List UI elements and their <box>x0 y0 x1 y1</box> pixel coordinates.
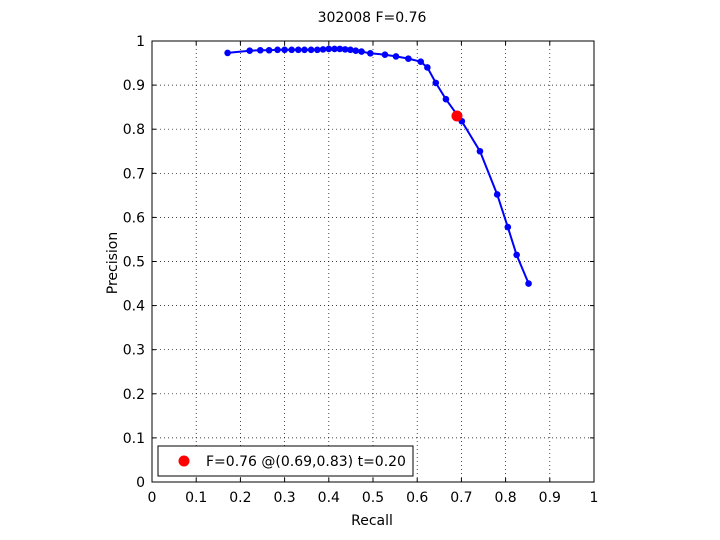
series-point <box>381 51 389 58</box>
series-point <box>405 55 412 62</box>
series-point <box>256 46 264 54</box>
series-point <box>301 46 308 54</box>
x-tick-label: 0.8 <box>494 490 516 506</box>
series-point <box>331 45 338 53</box>
grid-lines <box>152 41 594 482</box>
series-point <box>281 46 288 54</box>
series-point <box>358 48 365 55</box>
series-point <box>367 50 374 57</box>
series-point <box>265 46 273 54</box>
y-tick-label: 0.4 <box>123 299 145 315</box>
y-tick-label: 1 <box>136 34 145 50</box>
x-tick-label: 0.9 <box>539 490 561 506</box>
y-axis-title: Precision <box>105 232 121 294</box>
series-point <box>336 45 344 53</box>
y-tick-label: 0.6 <box>123 210 145 226</box>
series-point <box>325 45 333 53</box>
series-point <box>246 47 253 55</box>
series-group <box>224 45 532 287</box>
legend: F=0.76 @(0.69,0.83) t=0.20 <box>157 445 414 477</box>
series-point <box>513 251 520 259</box>
series-point <box>352 47 360 55</box>
x-tick-label: 0.2 <box>229 490 251 506</box>
x-tick-label: 1 <box>590 490 599 506</box>
y-tick-label: 0.5 <box>123 255 145 271</box>
series-point <box>493 191 501 198</box>
x-tick-label: 0.6 <box>406 490 428 506</box>
legend-box <box>157 445 414 477</box>
x-tick-label: 0.7 <box>450 490 472 506</box>
x-tick-label: 0.3 <box>273 490 295 506</box>
y-tick-label: 0.8 <box>123 122 145 138</box>
series-point <box>432 79 440 87</box>
series-point <box>288 46 295 54</box>
chart-title: 302008 F=0.76 <box>318 10 427 26</box>
y-tick-label: 0.3 <box>123 343 145 359</box>
y-tick-label: 0.2 <box>123 387 145 403</box>
y-tick-label: 0.9 <box>123 78 145 94</box>
series-point <box>307 46 315 54</box>
series-point <box>504 223 512 231</box>
x-axis-title: Recall <box>351 513 393 529</box>
series-point <box>341 46 349 53</box>
x-tick-label: 0.4 <box>318 490 340 506</box>
series-point <box>476 147 484 155</box>
x-tick-labels: 0 0.1 0.2 0.3 0.4 0.5 0.6 0.7 0.8 0.9 1 <box>148 490 599 506</box>
legend-label: F=0.76 @(0.69,0.83) t=0.20 <box>206 454 406 470</box>
y-tick-label: 0.1 <box>123 431 145 447</box>
series-point <box>442 95 450 103</box>
series-point <box>295 46 302 54</box>
x-tick-label: 0.5 <box>362 490 384 506</box>
series-point <box>319 46 327 53</box>
series-point <box>417 58 425 66</box>
best-f-point <box>451 110 463 122</box>
y-tick-labels: 0 0.1 0.2 0.3 0.4 0.5 0.6 0.7 0.8 0.9 1 <box>123 34 145 491</box>
x-tick-label: 0.1 <box>185 490 207 506</box>
series-point <box>314 46 321 54</box>
series-point <box>274 46 281 54</box>
series-point <box>525 280 532 287</box>
series-point <box>347 46 354 54</box>
y-tick-label: 0 <box>136 475 145 491</box>
series-point <box>392 53 400 60</box>
plot-frame <box>151 40 595 483</box>
series-point <box>224 49 231 57</box>
x-tick-label: 0 <box>148 490 157 506</box>
highlight-group <box>451 110 463 122</box>
legend-marker <box>178 455 190 467</box>
series-point <box>424 64 431 71</box>
y-tick-label: 0.7 <box>123 166 145 182</box>
